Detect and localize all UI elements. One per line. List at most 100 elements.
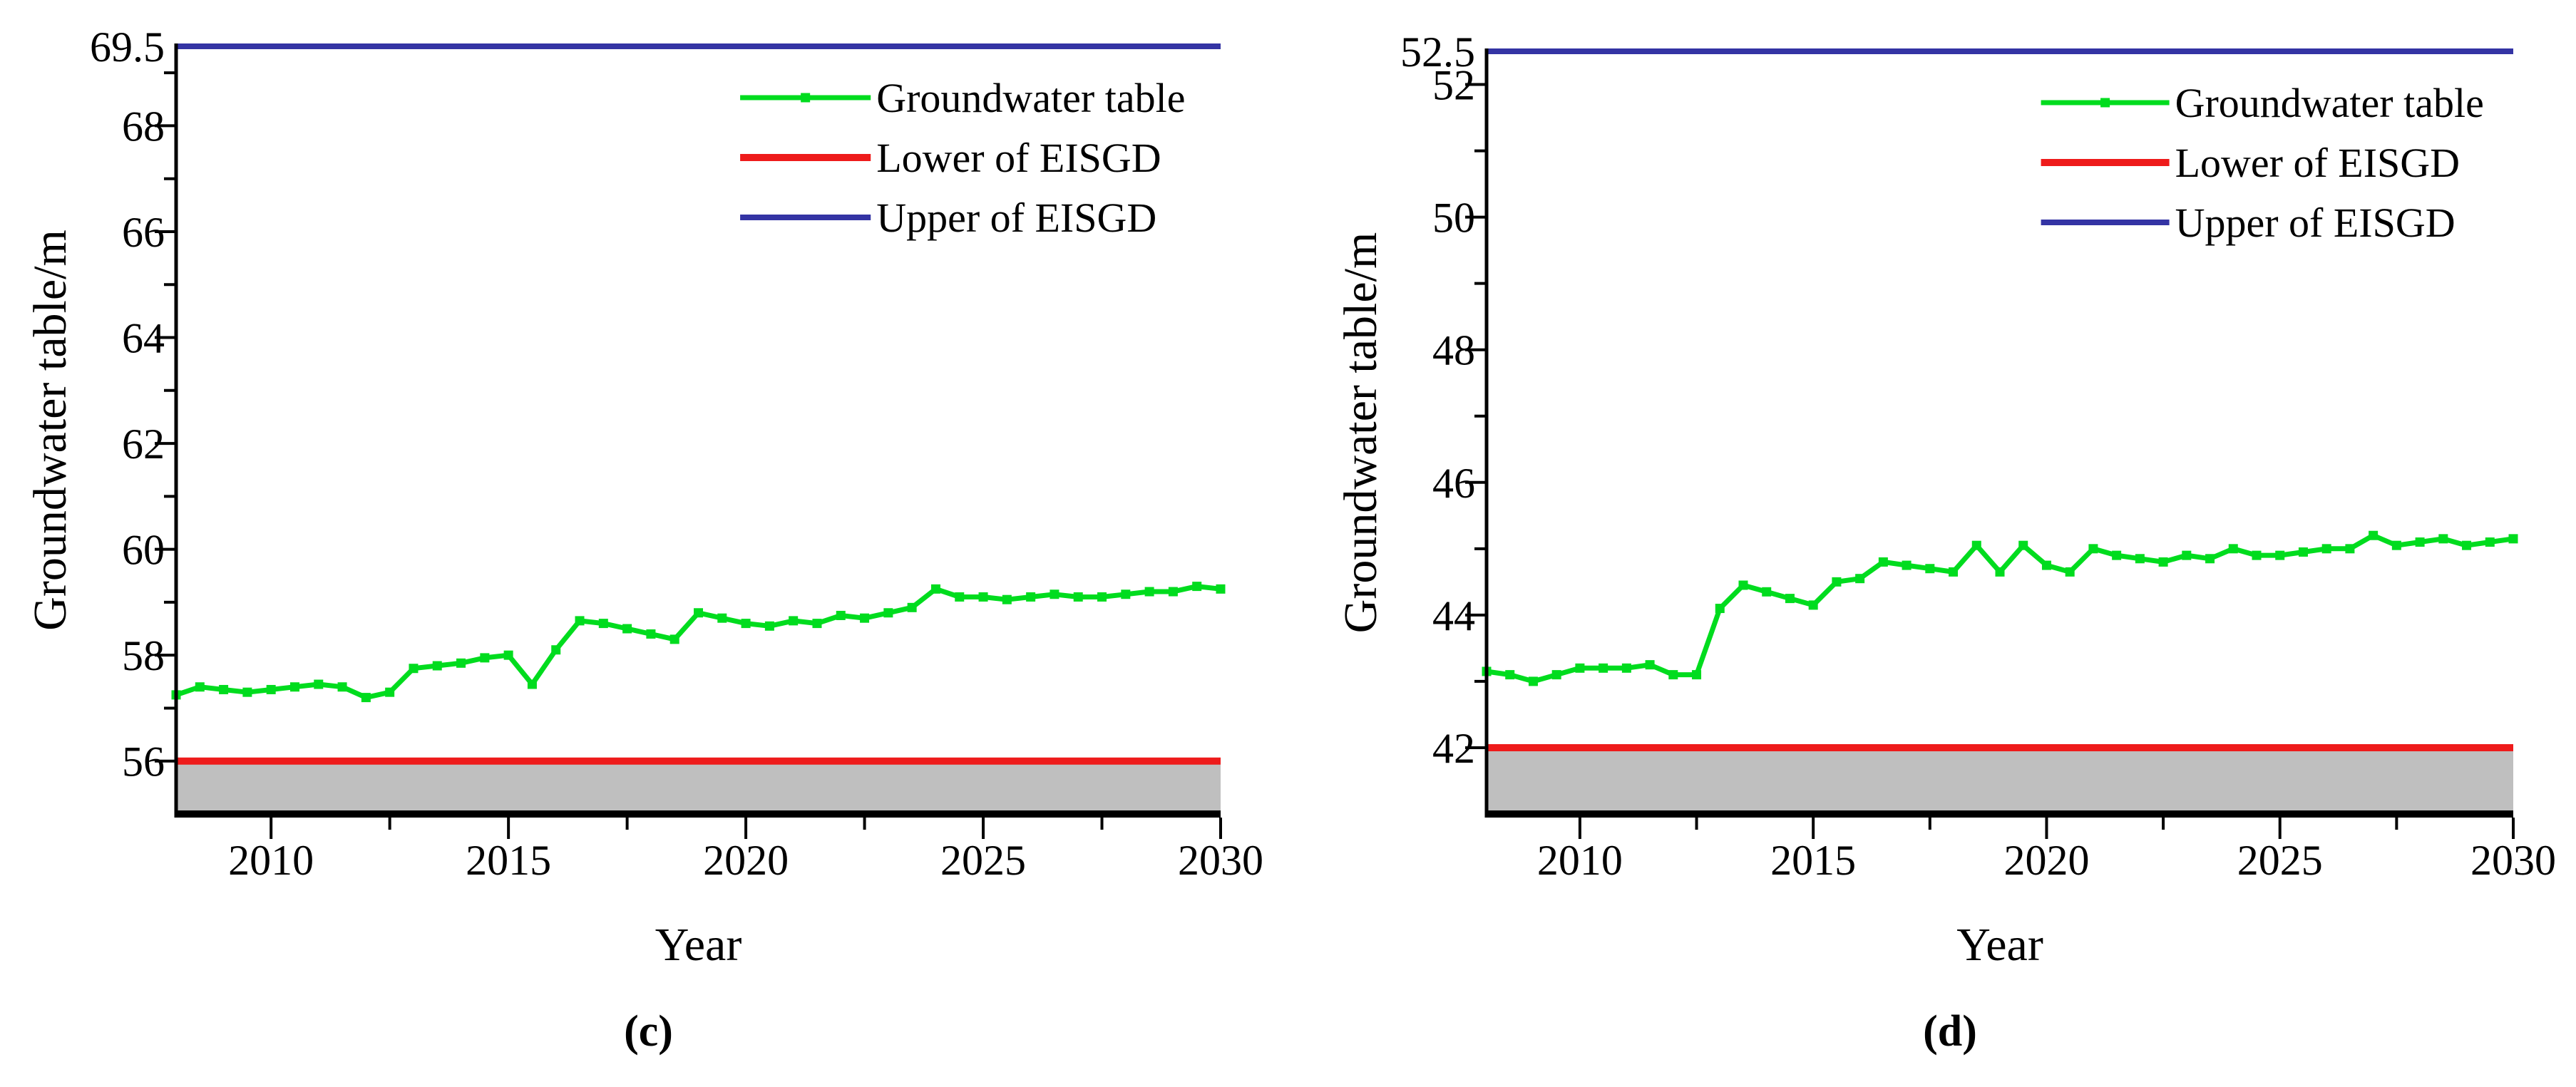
groundwater-marker xyxy=(1505,670,1515,680)
groundwater-marker xyxy=(1144,587,1154,597)
y-tick-label: 48 xyxy=(1432,327,1475,374)
groundwater-marker xyxy=(527,679,537,689)
groundwater-marker xyxy=(2508,534,2518,544)
groundwater-marker xyxy=(2369,530,2379,540)
groundwater-marker xyxy=(409,664,419,674)
groundwater-marker xyxy=(551,645,561,655)
groundwater-marker xyxy=(1785,594,1795,604)
y-tick-label: 56 xyxy=(122,738,165,785)
groundwater-marker xyxy=(2205,554,2215,564)
groundwater-marker xyxy=(1599,663,1608,673)
x-tick-label: 2025 xyxy=(940,837,1026,884)
groundwater-marker xyxy=(860,613,870,623)
groundwater-marker xyxy=(2415,537,2425,547)
y-axis-title: Groundwater table/m xyxy=(24,230,76,631)
legend-marker-square xyxy=(2100,98,2110,108)
groundwater-marker xyxy=(1995,567,2005,577)
groundwater-marker xyxy=(907,602,917,612)
groundwater-marker xyxy=(1121,589,1131,599)
y-tick-label: 64 xyxy=(122,315,165,362)
groundwater-marker xyxy=(2182,550,2192,560)
groundwater-marker xyxy=(1621,663,1631,673)
groundwater-marker xyxy=(2321,544,2331,554)
groundwater-marker xyxy=(195,682,205,692)
legend-label: Lower of EISGD xyxy=(2175,140,2460,186)
legend-label: Upper of EISGD xyxy=(876,195,1156,241)
y-tick-label: 42 xyxy=(1432,725,1475,772)
legend-label: Groundwater table xyxy=(876,75,1185,121)
x-tick-label: 2030 xyxy=(1178,837,1263,884)
groundwater-marker xyxy=(1073,592,1083,602)
groundwater-marker xyxy=(789,616,799,626)
groundwater-marker xyxy=(1050,589,1059,599)
groundwater-marker xyxy=(385,687,395,697)
groundwater-marker xyxy=(456,658,466,668)
x-tick-label: 2025 xyxy=(2237,837,2323,884)
groundwater-line xyxy=(1484,532,2516,684)
chart-caption: (c) xyxy=(624,1007,673,1056)
x-axis-title: Year xyxy=(655,919,742,971)
groundwater-marker xyxy=(1832,577,1842,587)
groundwater-marker xyxy=(2485,537,2495,547)
groundwater-marker xyxy=(2438,534,2448,544)
y-tick-label: 46 xyxy=(1432,460,1475,507)
y-top-label: 69.5 xyxy=(90,24,165,71)
groundwater-marker xyxy=(361,693,371,703)
y-top-label: 52.5 xyxy=(1400,29,1475,76)
groundwater-marker xyxy=(1949,567,1959,577)
y-tick-label: 58 xyxy=(122,632,165,679)
groundwater-marker xyxy=(930,584,940,594)
groundwater-marker xyxy=(2298,547,2308,557)
groundwater-marker xyxy=(1551,670,1561,680)
groundwater-marker xyxy=(1528,676,1538,686)
groundwater-marker xyxy=(2275,550,2285,560)
groundwater-marker xyxy=(669,634,679,644)
groundwater-marker xyxy=(717,613,727,623)
groundwater-marker xyxy=(2228,544,2238,554)
groundwater-marker xyxy=(2158,557,2168,567)
y-tick-label: 44 xyxy=(1432,592,1475,639)
groundwater-marker xyxy=(1168,587,1178,597)
groundwater-marker xyxy=(266,684,276,694)
groundwater-marker xyxy=(2345,544,2355,554)
groundwater-marker xyxy=(432,661,442,671)
x-axis-title: Year xyxy=(1956,919,2043,971)
groundwater-marker xyxy=(575,616,585,626)
groundwater-marker xyxy=(1971,540,1981,550)
y-tick-label: 66 xyxy=(122,209,165,256)
groundwater-marker xyxy=(242,687,252,697)
groundwater-marker xyxy=(812,619,822,629)
groundwater-marker xyxy=(1738,580,1748,590)
groundwater-marker xyxy=(1762,587,1772,597)
groundwater-marker xyxy=(1878,557,1888,567)
legend-label: Groundwater table xyxy=(2175,80,2484,126)
legend-marker-square xyxy=(801,93,811,103)
chart-caption: (d) xyxy=(1923,1007,1977,1056)
groundwater-marker xyxy=(1216,584,1226,594)
groundwater-marker xyxy=(1715,604,1725,614)
groundwater-marker xyxy=(2065,567,2075,577)
x-tick-label: 2010 xyxy=(1537,837,1623,884)
x-tick-label: 2015 xyxy=(466,837,551,884)
y-tick-label: 52 xyxy=(1432,62,1475,109)
groundwater-marker xyxy=(1925,564,1935,574)
groundwater-marker xyxy=(2135,554,2145,564)
groundwater-marker xyxy=(314,679,324,689)
groundwater-marker xyxy=(694,608,703,618)
groundwater-marker xyxy=(1808,600,1818,610)
x-tick-label: 2010 xyxy=(228,837,314,884)
groundwater-marker xyxy=(289,682,299,692)
x-tick-label: 2015 xyxy=(1770,837,1856,884)
groundwater-marker xyxy=(598,619,608,629)
legend-label: Lower of EISGD xyxy=(876,135,1161,181)
groundwater-marker xyxy=(337,682,347,692)
groundwater-marker xyxy=(2018,540,2028,550)
groundwater-marker xyxy=(1026,592,1036,602)
groundwater-marker xyxy=(1575,663,1585,673)
y-tick-label: 68 xyxy=(122,103,165,150)
x-tick-label: 2030 xyxy=(2470,837,2556,884)
below-limit-band xyxy=(176,761,1221,814)
below-limit-band xyxy=(1487,747,2513,814)
groundwater-marker xyxy=(646,629,656,639)
